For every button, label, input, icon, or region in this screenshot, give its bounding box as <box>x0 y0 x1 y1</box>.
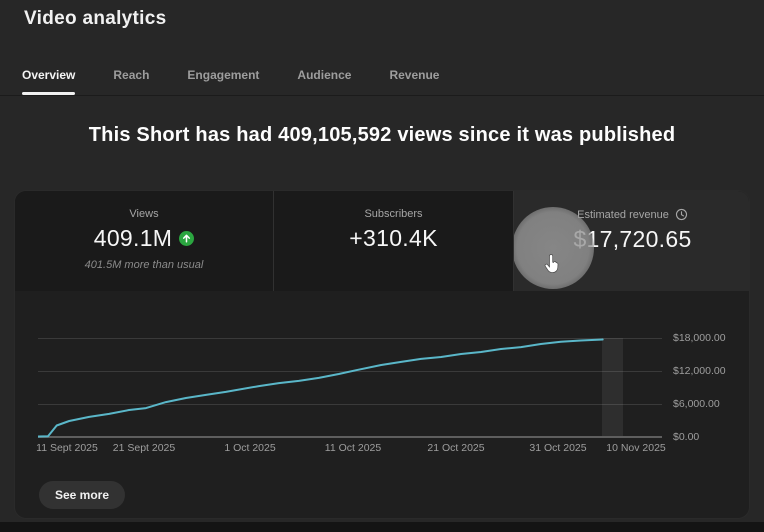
subscribers-label: Subscribers <box>364 208 423 220</box>
tab-revenue[interactable]: Revenue <box>389 68 439 95</box>
x-tick-label: 11 Oct 2025 <box>324 442 382 454</box>
click-halo <box>514 207 594 289</box>
revenue-line-svg <box>38 338 604 438</box>
subscribers-value: +310.4K <box>349 225 438 251</box>
page-header: Video analytics <box>24 8 167 30</box>
metric-card-views[interactable]: Views 409.1M 401.5M more than usual <box>15 191 273 291</box>
revenue-chart-plot[interactable] <box>38 331 662 439</box>
tab-reach-label: Reach <box>113 68 150 82</box>
x-tick-label: 31 Oct 2025 <box>529 442 587 454</box>
y-tick-label: $6,000.00 <box>673 398 720 410</box>
gridline-18000 <box>38 338 662 339</box>
estimated-revenue-label: Estimated revenue <box>577 208 669 221</box>
x-tick-label: 1 Oct 2025 <box>224 442 276 454</box>
y-tick-label: $0.00 <box>673 431 700 443</box>
metric-cards-row: Views 409.1M 401.5M more than usual Subs… <box>15 191 749 291</box>
revenue-line <box>38 338 604 438</box>
x-tick-label: 10 Nov 2025 <box>606 442 666 454</box>
tab-overview[interactable]: Overview <box>22 68 76 95</box>
x-axis-labels: 11 Sept 2025 21 Sept 2025 1 Oct 2025 11 Oct… <box>15 442 749 456</box>
tab-audience[interactable]: Audience <box>297 68 351 95</box>
hand-pointer-icon <box>544 254 560 274</box>
see-more-button[interactable]: See more <box>39 481 126 509</box>
y-tick-label: $18,000.00 <box>673 332 726 344</box>
views-headline: This Short has had 409,105,592 views sin… <box>88 124 676 146</box>
views-label: Views <box>129 208 159 220</box>
gridline-6000 <box>38 404 662 405</box>
y-axis-labels: $18,000.00 $12,000.00 $6,000.00 $0.00 <box>673 331 749 443</box>
tab-engagement-label: Engagement <box>187 68 260 82</box>
clock-icon <box>675 208 688 221</box>
chart-hover-column <box>602 338 623 437</box>
y-tick-label: $12,000.00 <box>673 365 726 377</box>
tab-reach[interactable]: Reach <box>113 68 149 95</box>
page-title: Video analytics <box>24 8 167 29</box>
x-tick-label: 21 Sept 2025 <box>112 442 176 454</box>
metric-card-subscribers[interactable]: Subscribers +310.4K <box>273 191 513 291</box>
arrow-up-circle-icon <box>179 231 195 246</box>
bottom-edge <box>0 522 764 532</box>
x-tick-label: 21 Oct 2025 <box>427 442 485 454</box>
tab-revenue-label: Revenue <box>389 68 440 82</box>
tab-overview-label: Overview <box>22 68 76 82</box>
analytics-tabbar: Overview Reach Engagement Audience Reven… <box>0 56 764 96</box>
x-axis-line <box>38 436 662 438</box>
tab-audience-label: Audience <box>297 68 352 82</box>
metric-card-estimated-revenue[interactable]: Estimated revenue $17,720.65 <box>513 191 749 291</box>
views-value: 409.1M <box>93 225 173 251</box>
views-comparison-note: 401.5M more than usual <box>84 259 204 271</box>
tab-engagement[interactable]: Engagement <box>187 68 259 95</box>
analytics-panel: Views 409.1M 401.5M more than usual Subs… <box>14 190 750 519</box>
x-tick-label: 11 Sept 2025 <box>36 442 98 454</box>
